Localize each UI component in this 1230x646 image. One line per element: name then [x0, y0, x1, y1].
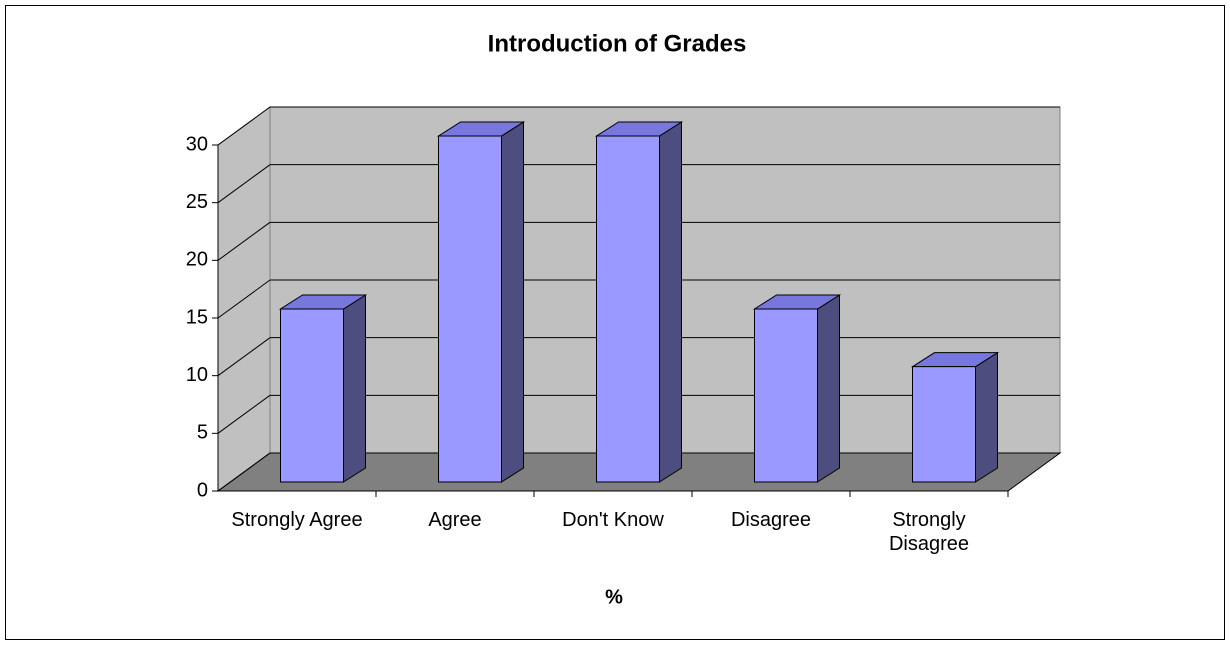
x-tick-label: Agree	[428, 509, 482, 531]
y-tick-label: 30	[186, 133, 208, 155]
bar	[436, 121, 526, 483]
grid-line	[217, 394, 271, 434]
bar	[910, 351, 1000, 483]
x-tick-label: Strongly Disagree	[888, 509, 970, 555]
bar	[278, 294, 368, 483]
x-tick-label: Don't Know	[562, 509, 664, 531]
y-tick-label: 20	[186, 249, 208, 271]
bar-front	[754, 308, 818, 483]
grid-line	[217, 106, 271, 146]
bar-side	[975, 351, 998, 483]
bar-front	[438, 135, 502, 483]
bar-side	[659, 121, 682, 483]
bar	[594, 121, 684, 483]
bar-side	[343, 294, 366, 483]
x-tick-label: Disagree	[730, 509, 812, 531]
bar	[752, 294, 842, 483]
grid-line	[217, 279, 271, 319]
y-tick-label: 25	[186, 191, 208, 213]
x-tick-label: Strongly Agree	[231, 509, 363, 531]
grid-line	[217, 164, 271, 204]
grid-line	[217, 452, 271, 492]
grid-line	[217, 337, 271, 377]
y-tick-label: 15	[186, 306, 208, 328]
bar-side	[501, 121, 524, 483]
bar-side	[817, 294, 840, 483]
x-axis-label: %	[605, 586, 623, 608]
grid-line	[217, 221, 271, 261]
bar-front	[280, 308, 344, 483]
bar-front	[596, 135, 660, 483]
y-tick-label: 10	[186, 364, 208, 386]
bar-front	[912, 366, 976, 483]
y-tick-label: 0	[197, 479, 208, 501]
y-tick-label: 5	[197, 422, 208, 444]
chart-title: Introduction of Grades	[488, 30, 747, 57]
